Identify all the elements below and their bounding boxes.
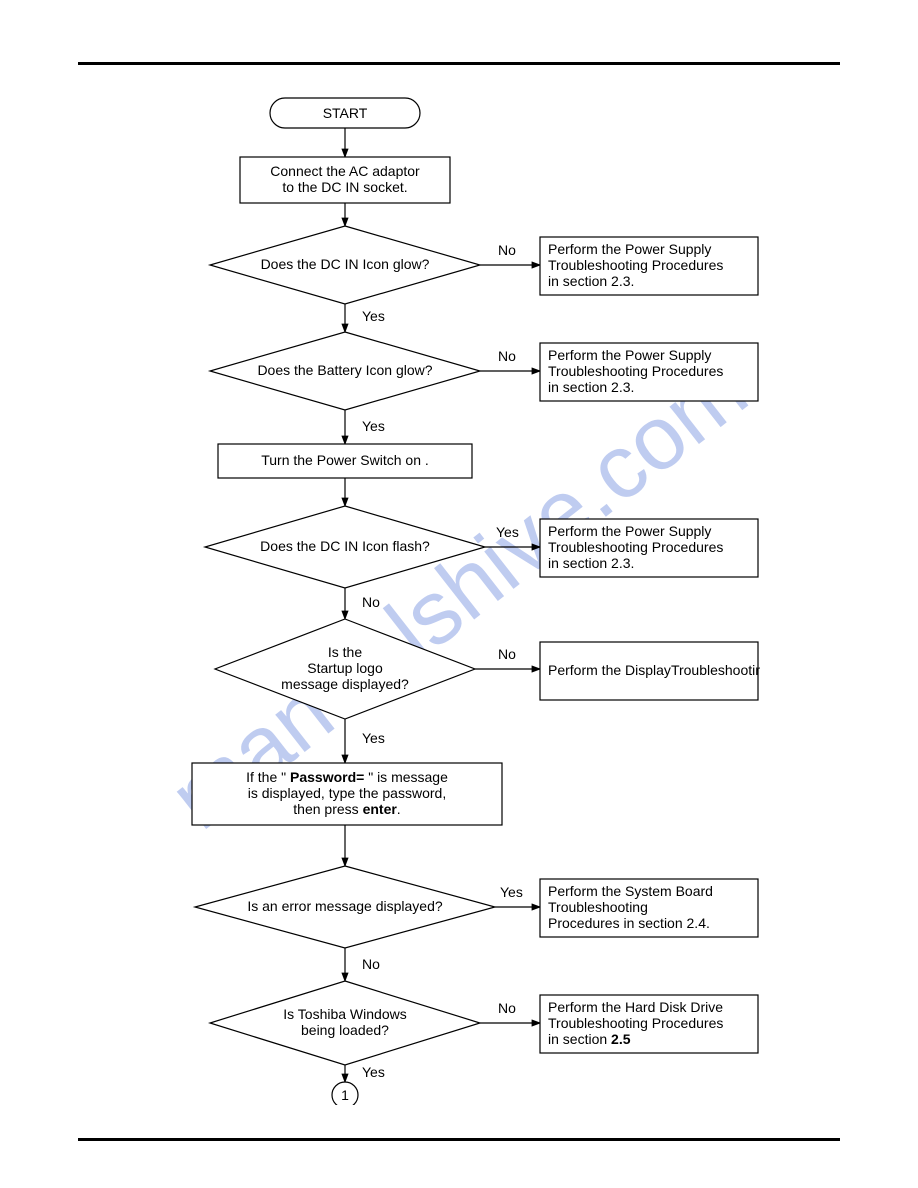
node-p2: Turn the Power Switch on .	[218, 444, 472, 478]
svg-text:Troubleshooting Procedures: Troubleshooting Procedures	[548, 1015, 723, 1031]
svg-text:Perform the Power Supply: Perform the Power Supply	[548, 523, 711, 539]
svg-text:Is an error message displayed?: Is an error message displayed?	[247, 898, 443, 914]
edge-label-d4-r4: No	[498, 646, 516, 662]
node-r5: Perform the System BoardTroubleshootingP…	[540, 879, 758, 937]
bottom-rule	[78, 1138, 840, 1141]
edge-label-d5-r5: Yes	[500, 884, 523, 900]
svg-text:in section 2.3.: in section 2.3.	[548, 379, 634, 395]
node-d5: Is an error message displayed?	[195, 866, 495, 948]
svg-text:Perform the Power Supply: Perform the Power Supply	[548, 241, 711, 257]
svg-text:Startup logo: Startup logo	[307, 660, 383, 676]
edge-label-d1-r1: No	[498, 242, 516, 258]
svg-text:then press enter.: then press enter.	[293, 801, 400, 817]
node-p1: Connect the AC adaptorto the DC IN socke…	[240, 157, 450, 203]
svg-text:in section 2.3.: in section 2.3.	[548, 273, 634, 289]
edge-label-d1-d2: Yes	[362, 308, 385, 324]
svg-text:1: 1	[341, 1087, 349, 1103]
edge-label-d3-r3: Yes	[496, 524, 519, 540]
edge-label-d4-p3: Yes	[362, 730, 385, 746]
svg-text:to the DC IN socket.: to the DC IN socket.	[282, 179, 407, 195]
svg-text:Troubleshooting: Troubleshooting	[548, 899, 648, 915]
svg-text:in section 2.3.: in section 2.3.	[548, 555, 634, 571]
svg-text:START: START	[323, 105, 368, 121]
svg-text:Procedures in section 2.4.: Procedures in section 2.4.	[548, 915, 710, 931]
svg-text:Perform the System Board: Perform the System Board	[548, 883, 713, 899]
svg-text:in section 2.5: in section 2.5	[548, 1031, 631, 1047]
edge-label-d3-d4: No	[362, 594, 380, 610]
edge-label-d2-p2: Yes	[362, 418, 385, 434]
edge-label-d6-end: Yes	[362, 1064, 385, 1080]
svg-text:is displayed, type the passwor: is displayed, type the password,	[248, 785, 446, 801]
edge-label-d5-d6: No	[362, 956, 380, 972]
node-p3: If the " Password= " is messageis displa…	[192, 763, 502, 825]
svg-text:Does the DC IN Icon flash?: Does the DC IN Icon flash?	[260, 538, 430, 554]
svg-text:being loaded?: being loaded?	[301, 1022, 389, 1038]
document-page: manualshive.com NoYesNoYesYesNoNoYesYesN…	[0, 0, 918, 1188]
node-r2: Perform the Power SupplyTroubleshooting …	[540, 343, 758, 401]
node-r6: Perform the Hard Disk DriveTroubleshooti…	[540, 995, 758, 1053]
svg-text:Does the Battery Icon glow?: Does the Battery Icon glow?	[257, 362, 432, 378]
edge-label-d6-r6: No	[498, 1000, 516, 1016]
top-rule	[78, 62, 840, 65]
svg-text:Perform the Power Supply: Perform the Power Supply	[548, 347, 711, 363]
node-d4: Is theStartup logomessage displayed?	[215, 619, 475, 719]
svg-text:Troubleshooting Procedures: Troubleshooting Procedures	[548, 539, 723, 555]
node-start: START	[270, 98, 420, 128]
svg-text:message displayed?: message displayed?	[281, 676, 409, 692]
svg-text:Perform the Hard Disk Drive: Perform the Hard Disk Drive	[548, 999, 723, 1015]
svg-text:Turn the Power Switch on .: Turn the Power Switch on .	[261, 452, 429, 468]
svg-text:If the " Password= " is messag: If the " Password= " is message	[246, 769, 448, 785]
svg-text:Does the DC IN Icon glow?: Does the DC IN Icon glow?	[261, 256, 430, 272]
node-d1: Does the DC IN Icon glow?	[210, 226, 480, 304]
node-d3: Does the DC IN Icon flash?	[205, 506, 485, 588]
svg-text:Troubleshooting Procedures: Troubleshooting Procedures	[548, 257, 723, 273]
node-d2: Does the Battery Icon glow?	[210, 332, 480, 410]
node-end: 1	[332, 1082, 358, 1105]
svg-text:Troubleshooting Procedures: Troubleshooting Procedures	[548, 363, 723, 379]
node-r3: Perform the Power SupplyTroubleshooting …	[540, 519, 758, 577]
svg-text:Is Toshiba Windows: Is Toshiba Windows	[283, 1006, 406, 1022]
edge-label-d2-r2: No	[498, 348, 516, 364]
node-r1: Perform the Power SupplyTroubleshooting …	[540, 237, 758, 295]
flowchart-svg: No Yes No Yes Yes No No Yes Yes No No Yes START Conne…	[180, 95, 760, 1105]
node-r4: Perform the DisplayTroubleshooting Proce…	[540, 642, 760, 700]
svg-text:Is the: Is the	[328, 644, 362, 660]
svg-text:Connect the AC adaptor: Connect the AC adaptor	[270, 163, 420, 179]
node-d6: Is Toshiba Windowsbeing loaded?	[210, 981, 480, 1065]
svg-text:Perform the DisplayTroubleshoo: Perform the DisplayTroubleshooting Proce…	[548, 662, 760, 678]
